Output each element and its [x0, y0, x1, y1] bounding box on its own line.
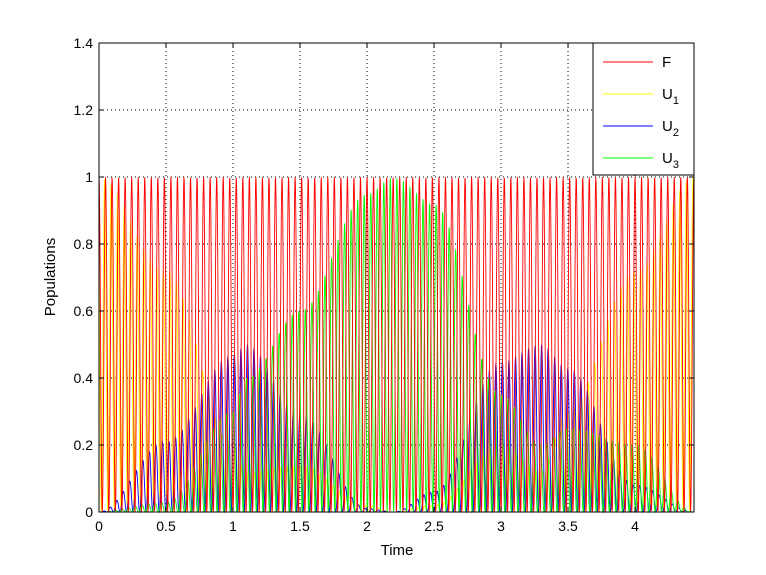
- plot-frame: [98, 42, 695, 513]
- x-tick-label: 3.5: [558, 518, 578, 534]
- x-tick-label: 1.5: [290, 518, 310, 534]
- y-tick-label: 0: [85, 504, 93, 520]
- y-tick-label: 0.6: [74, 303, 94, 319]
- x-tick-label: 2: [363, 518, 371, 534]
- x-tick-label: 0.5: [156, 518, 176, 534]
- legend-box: [592, 42, 695, 176]
- x-tick-label: 4: [631, 518, 639, 534]
- tick-labels: 0 0.5 1 1.5 2 2.5 3 3.5 4 0 0.2 0.4 0.6 0.8 1 1.2 1.4: [74, 35, 640, 534]
- y-tick-label: 0.4: [74, 370, 94, 386]
- x-tick-label: 3: [497, 518, 505, 534]
- x-tick-label: 0: [95, 518, 103, 534]
- x-tick-label: 2.5: [424, 518, 444, 534]
- y-axis-label: Populations: [42, 238, 59, 316]
- y-tick-label: 1: [85, 169, 93, 185]
- legend-label-f: F: [662, 54, 671, 71]
- y-tick-label: 0.2: [74, 437, 94, 453]
- y-tick-label: 1.2: [74, 102, 94, 118]
- y-tick-label: 1.4: [74, 35, 94, 51]
- series-line-u3: [99, 178, 694, 514]
- x-tick-label: 1: [229, 518, 237, 534]
- y-tick-label: 0.8: [74, 236, 94, 252]
- x-axis-label: Time: [381, 542, 414, 559]
